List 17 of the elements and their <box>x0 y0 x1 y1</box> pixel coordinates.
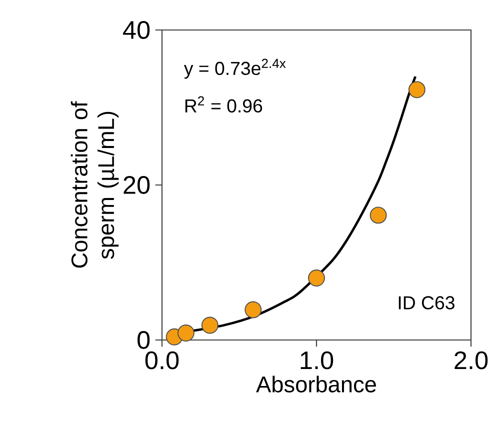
point <box>370 206 387 224</box>
y-tick-label: 20 <box>124 176 150 194</box>
annotation: y = 0.73e$^{2.4x}$ <box>184 58 286 79</box>
point <box>201 316 218 334</box>
x-tick-label: 1.0 <box>300 351 334 370</box>
point <box>177 324 194 342</box>
y-tick-label: 0 <box>138 331 150 349</box>
x-tick-label: 2.0 <box>454 351 488 370</box>
y-axis-title: Concentration of sperm (µL/mL) <box>70 101 119 268</box>
point <box>408 81 426 98</box>
point <box>308 270 325 286</box>
y-tick-label: 40 <box>123 21 150 39</box>
point <box>244 301 262 318</box>
x-tick-label: 0.0 <box>145 351 179 370</box>
x-axis-title: Absorbance <box>256 376 376 392</box>
annotation: R$^{2}$ = 0.96 <box>185 96 262 113</box>
annotation: ID C63 <box>398 296 454 310</box>
